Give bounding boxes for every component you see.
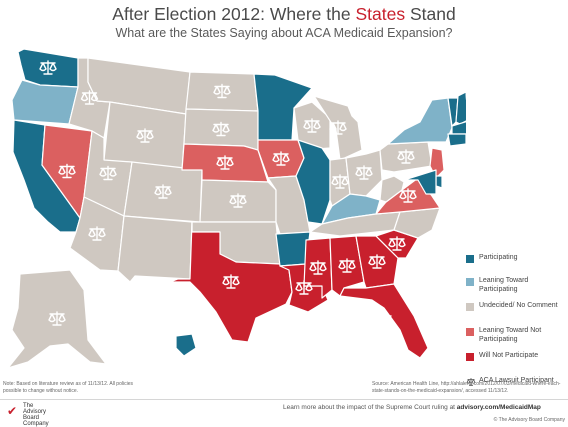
- scales-icon: [39, 60, 57, 75]
- scales-icon: [216, 155, 234, 170]
- footnote: Note: Based on literature review as of 1…: [3, 381, 133, 394]
- legend-swatch: [466, 255, 474, 263]
- learn-more-text: Learn more about the impact of the Supre…: [283, 404, 541, 411]
- legend: Participating Leaning Toward Participati…: [466, 253, 566, 401]
- state-NM[interactable]: [117, 215, 193, 283]
- scales-icon: [136, 128, 154, 143]
- legend-item-leaning-not: Leaning Toward Not Participating: [466, 326, 566, 350]
- legend-swatch: [466, 278, 474, 286]
- scales-icon: [466, 377, 476, 389]
- scales-icon: [399, 188, 417, 203]
- legend-item-undecided: Undecided/ No Comment: [466, 301, 566, 325]
- scales-icon: [213, 83, 231, 99]
- us-map: [7, 48, 466, 369]
- scales-icon: [229, 193, 247, 208]
- scales-icon: [388, 236, 406, 251]
- scales-icon: [272, 151, 290, 166]
- logo-mark-icon: ✔: [7, 404, 18, 418]
- state-NY[interactable]: [387, 97, 453, 145]
- source-note: Source: American Health Line, http://ahl…: [372, 381, 561, 394]
- scales-icon: [80, 90, 99, 105]
- state-HI[interactable]: [175, 333, 197, 357]
- page-subtitle: What are the States Saying about ACA Med…: [115, 26, 453, 40]
- scales-icon: [329, 120, 347, 135]
- scales-icon: [338, 258, 356, 273]
- state-DE[interactable]: [435, 175, 443, 189]
- scales-icon: [397, 149, 415, 164]
- state-NH[interactable]: [455, 91, 466, 125]
- legend-label: Leaning Toward Participating: [479, 277, 529, 293]
- legend-swatch: [466, 353, 474, 361]
- scales-icon: [331, 174, 349, 189]
- legend-swatch: [466, 328, 474, 336]
- learn-more-link[interactable]: advisory.com/MedicaidMap: [456, 404, 541, 411]
- state-MD[interactable]: [403, 169, 437, 195]
- scales-icon: [303, 118, 321, 133]
- state-NC[interactable]: [393, 207, 441, 239]
- scales-icon: [375, 313, 393, 328]
- state-FL[interactable]: [339, 283, 429, 359]
- scales-icon: [154, 184, 172, 199]
- logo-text: The Advisory Board Company: [23, 403, 49, 427]
- scales-icon: [222, 274, 240, 289]
- legend-label: Leaning Toward Not Participating: [479, 327, 542, 343]
- state-MN[interactable]: [253, 73, 313, 141]
- company-logo: ✔ The Advisory Board Company: [3, 402, 63, 427]
- legend-label: Undecided/ No Comment: [479, 302, 558, 309]
- state-IL[interactable]: [295, 139, 331, 225]
- title-suffix: Stand: [405, 4, 456, 24]
- legend-item-participating: Participating: [466, 253, 566, 275]
- scales-icon: [355, 165, 373, 180]
- scales-icon: [48, 311, 66, 326]
- copyright: © The Advisory Board Company: [493, 417, 565, 423]
- legend-item-will-not: Will Not Participate: [466, 351, 566, 375]
- legend-label: Participating: [479, 254, 518, 261]
- footer-divider: [0, 399, 568, 400]
- scales-icon: [58, 163, 76, 179]
- learn-more-prefix: Learn more about the impact of the Supre…: [283, 404, 457, 411]
- title-highlight: States: [355, 4, 406, 24]
- title-prefix: After Election 2012: Where the: [112, 4, 356, 24]
- scales-icon: [368, 254, 386, 269]
- legend-item-lawsuit: ACA Lawsuit Participant: [466, 376, 566, 400]
- state-CT[interactable]: [447, 133, 466, 147]
- scales-icon: [212, 121, 230, 137]
- scales-icon: [309, 260, 327, 275]
- legend-label: ACA Lawsuit Participant: [479, 377, 554, 384]
- scales-icon: [99, 165, 117, 181]
- state-WV[interactable]: [379, 175, 405, 203]
- page-title: After Election 2012: Where the States St…: [0, 4, 568, 25]
- legend-label: Will Not Participate: [479, 352, 539, 359]
- legend-item-leaning-participating: Leaning Toward Participating: [466, 276, 566, 300]
- scales-icon: [88, 226, 106, 241]
- state-OR[interactable]: [11, 79, 79, 125]
- state-MA[interactable]: [451, 120, 466, 135]
- legend-swatch: [466, 303, 474, 311]
- scales-icon: [295, 280, 313, 295]
